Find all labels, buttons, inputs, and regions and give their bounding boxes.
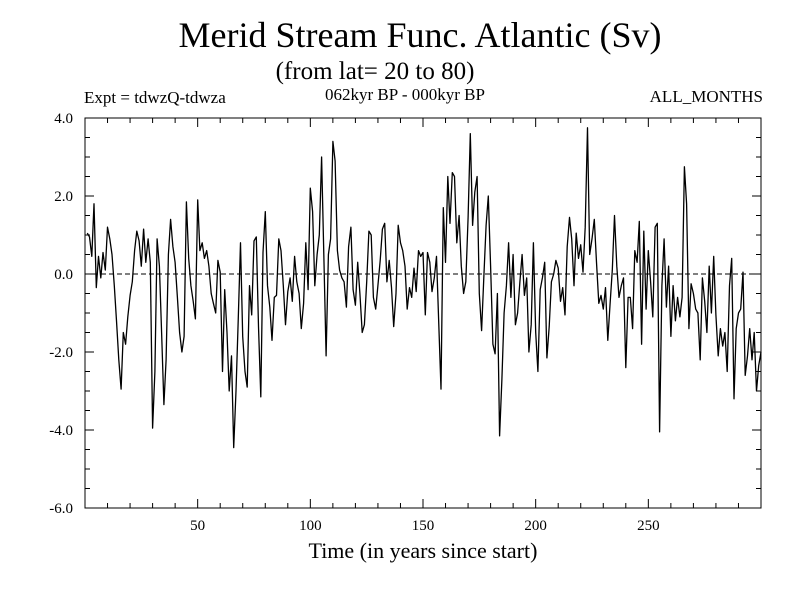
x-tick-label: 50 <box>190 518 205 534</box>
tick-labels: 50 100 150 200 250 -6.0 -4.0 -2.0 0.0 2.0 4.0 <box>49 111 659 534</box>
x-axis-label: Time (in years since start) <box>308 538 538 563</box>
period-label: 062kyr BP - 000kyr BP <box>325 85 485 104</box>
x-tick-label: 250 <box>637 518 660 534</box>
y-tick-label: -4.0 <box>49 423 73 439</box>
x-tick-label: 100 <box>299 518 322 534</box>
x-tick-label: 150 <box>412 518 435 534</box>
plot-frame <box>84 117 762 509</box>
y-tick-label: 0.0 <box>54 267 73 283</box>
chart-title: Merid Stream Func. Atlantic (Sv) <box>178 15 662 55</box>
experiment-label: Expt = tdwzQ-tdwza <box>84 88 226 107</box>
y-tick-label: -6.0 <box>49 501 73 517</box>
axis-ticks <box>85 118 761 508</box>
series-line <box>86 127 762 449</box>
months-label: ALL_MONTHS <box>649 87 763 106</box>
series-layer <box>86 127 762 449</box>
y-tick-label: 4.0 <box>54 111 73 127</box>
x-tick-label: 200 <box>524 518 547 534</box>
y-tick-label: 2.0 <box>54 189 73 205</box>
y-tick-label: -2.0 <box>49 345 73 361</box>
chart-subtitle: (from lat= 20 to 80) <box>275 58 475 85</box>
